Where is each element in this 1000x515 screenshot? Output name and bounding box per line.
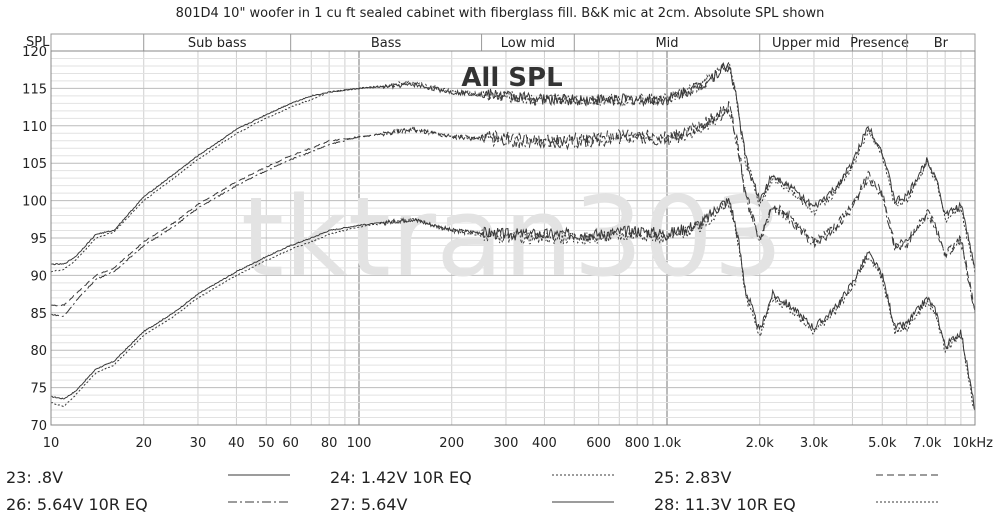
legend-label: 28: 11.3V 10R EQ [654,495,796,514]
y-tick-label: 70 [30,419,47,434]
legend-label: 26: 5.64V 10R EQ [6,495,148,514]
legend-label: 25: 2.83V [654,468,732,487]
x-tick-label: 60 [282,436,299,451]
legend-label: 23: .8V [6,468,64,487]
frequency-band-header: Sub bass Bass Low mid Mid Upper mid Presence B… [50,33,976,52]
x-tick-label: 800 [625,436,650,451]
band-label: Br [934,36,949,51]
legend-swatch [876,474,938,476]
x-tick-label: 5.0k [868,436,897,451]
x-tick-label: 30 [190,436,207,451]
x-tick-label: 100 [347,436,372,451]
legend-swatch [228,501,290,503]
y-tick-label: 75 [30,382,47,397]
x-tick-label: 50 [258,436,275,451]
band-label: Low mid [501,36,555,51]
y-tick-label: 100 [22,195,47,210]
x-tick-label: 1.0k [653,436,682,451]
band-label: Presence [850,36,909,51]
legend-swatch [552,474,614,476]
band-label: Upper mid [772,36,840,51]
overlay-label: All SPL [461,63,562,93]
x-tick-label: 80 [321,436,338,451]
band-label: Mid [655,36,678,51]
series-line [51,106,975,317]
x-tick-label: 400 [532,436,557,451]
legend-swatch [228,474,290,476]
chart-title: 801D4 10" woofer in 1 cu ft sealed cabin… [175,6,825,21]
band-label: Sub bass [188,36,247,51]
y-tick-label: 80 [30,344,47,359]
y-axis-label: SPL [26,35,50,50]
y-tick-label: 105 [22,157,47,172]
y-tick-label: 110 [22,120,47,135]
x-tick-label: 300 [494,436,519,451]
x-tick-label: 3.0k [800,436,829,451]
legend-label: 24: 1.42V 10R EQ [330,468,472,487]
series-line [51,201,975,412]
series-line [51,60,975,275]
axes: SPL 70 75 80 85 90 95 100 105 110 115 120 10 20 30 40 50… [22,35,993,451]
legend-swatch [876,501,938,503]
series-line [51,100,975,313]
grid-lines [50,50,975,426]
x-tick-label: 2.0k [746,436,775,451]
legend-label: 27: 5.64V [330,495,408,514]
x-tick-label: 200 [439,436,464,451]
x-tick-label: 40 [228,436,245,451]
y-tick-label: 85 [30,307,47,322]
x-tick-label: 10kHz [952,436,993,451]
x-tick-label: 600 [586,436,611,451]
y-tick-label: 95 [30,232,47,247]
x-tick-label: 7.0k [913,436,942,451]
legend-swatch [552,501,614,503]
series-group [51,60,975,412]
y-tick-label: 120 [22,45,47,60]
series-line [51,61,975,267]
plot-frame [50,50,976,426]
y-tick-label: 115 [22,82,47,97]
y-tick-label: 90 [30,269,47,284]
x-tick-label: 20 [135,436,152,451]
band-label: Bass [371,36,402,51]
x-tick-label: 10 [43,436,60,451]
